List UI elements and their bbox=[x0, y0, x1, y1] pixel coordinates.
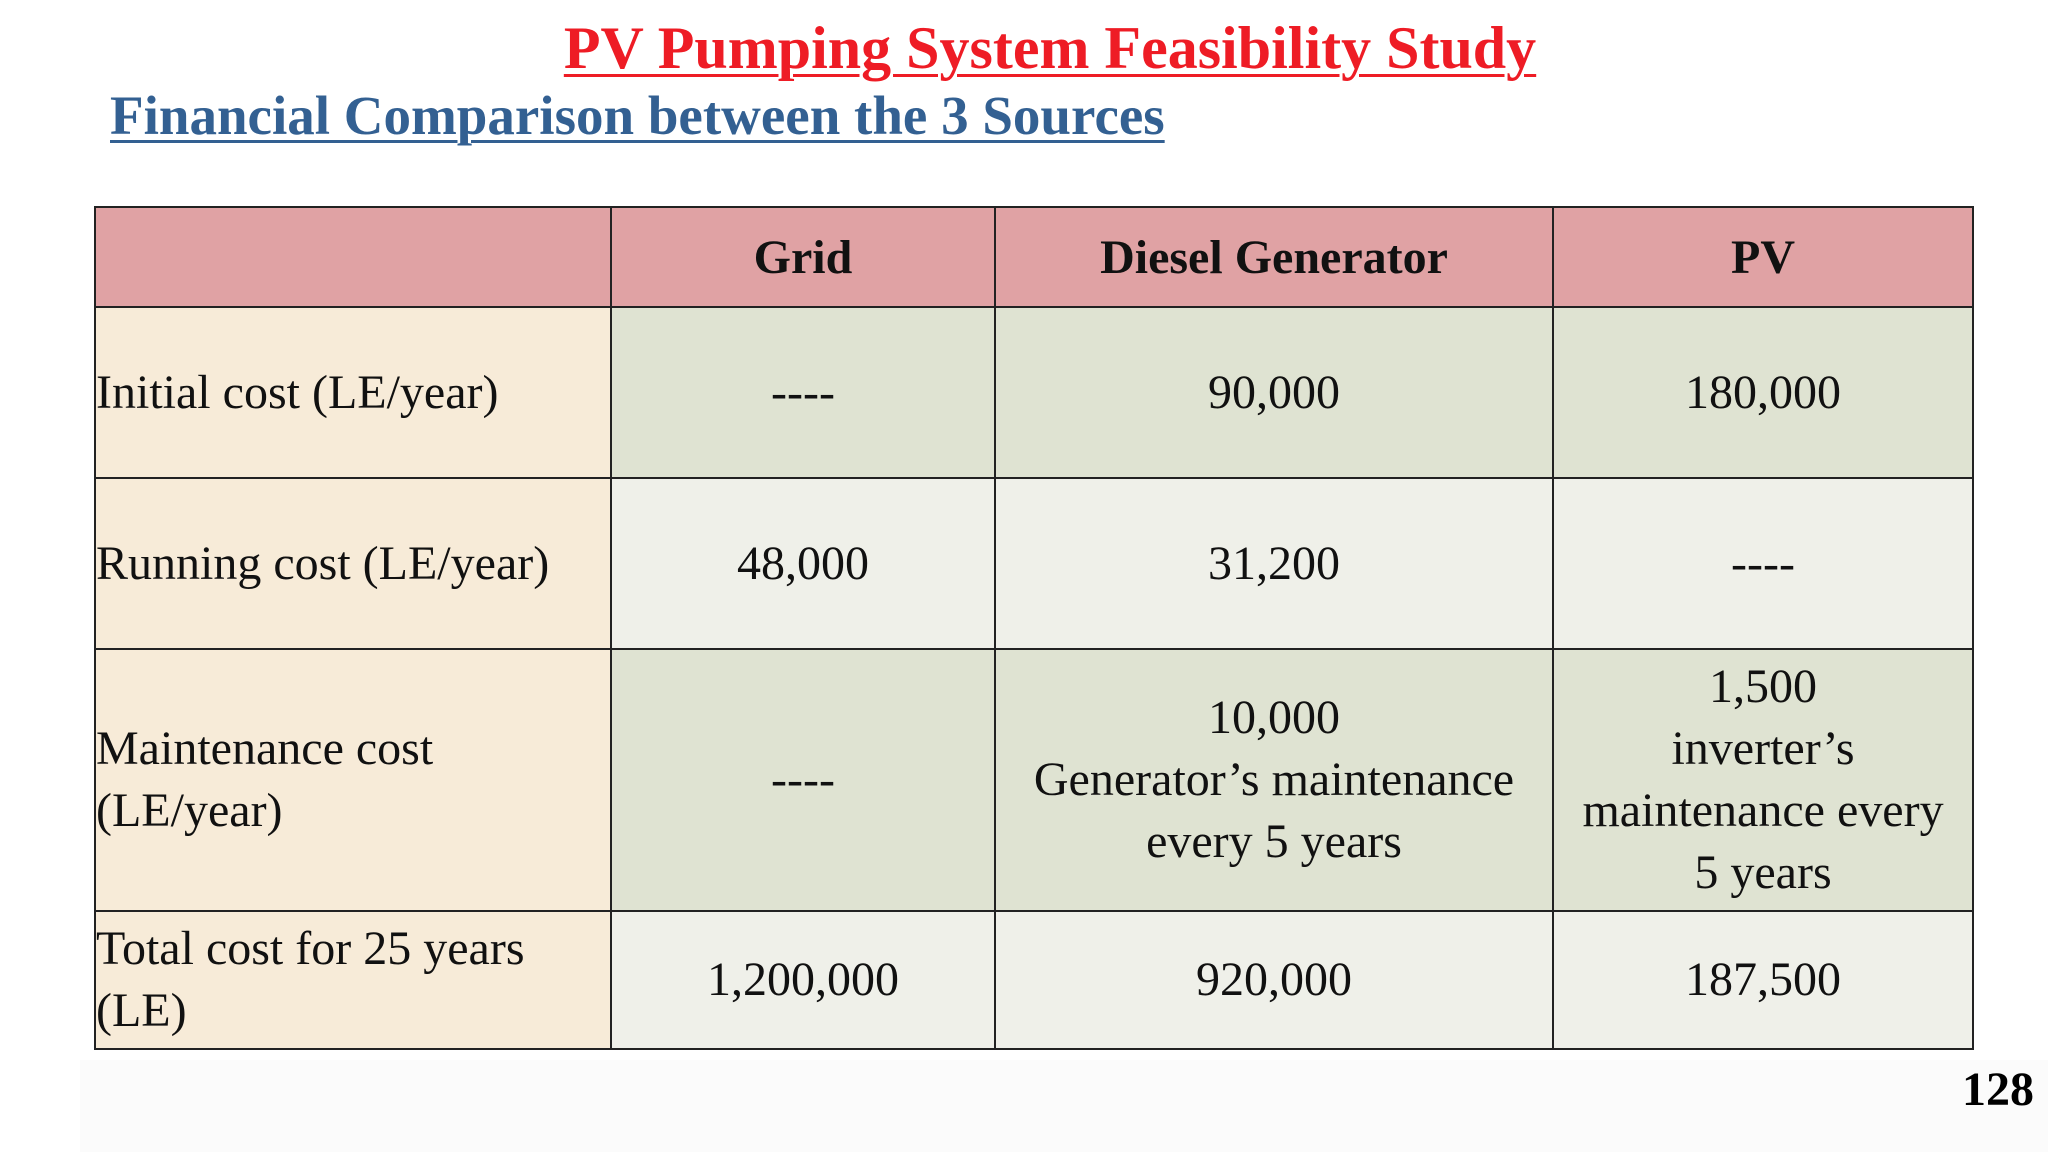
row-label-line: Maintenance cost bbox=[96, 722, 434, 775]
cell-pv-running: ---- bbox=[1552, 477, 1974, 650]
cell-line: every 5 years bbox=[1146, 815, 1402, 868]
row-label-line: Total cost for 25 years bbox=[96, 922, 525, 975]
cell-pv-total: 187,500 bbox=[1552, 910, 1974, 1050]
table-header-row: Grid Diesel Generator PV bbox=[94, 206, 1974, 308]
cell-line: 1,500 bbox=[1709, 660, 1817, 713]
table-row-maintenance-cost: Maintenance cost (LE/year) ---- 10,000 G… bbox=[94, 648, 1974, 912]
table-row-running-cost: Running cost (LE/year) 48,000 31,200 ---… bbox=[94, 477, 1974, 650]
cell-grid-total: 1,200,000 bbox=[610, 910, 996, 1050]
cell-diesel-total: 920,000 bbox=[994, 910, 1554, 1050]
table-row-total-cost: Total cost for 25 years (LE) 1,200,000 9… bbox=[94, 910, 1974, 1050]
header-cell-pv: PV bbox=[1552, 206, 1974, 308]
cell-line: maintenance every bbox=[1582, 784, 1944, 837]
cost-comparison-table: Grid Diesel Generator PV Initial cost (L… bbox=[94, 206, 1974, 1050]
cell-pv-initial: 180,000 bbox=[1552, 306, 1974, 479]
header-cell-grid: Grid bbox=[610, 206, 996, 308]
row-label-line: (LE/year) bbox=[96, 784, 283, 837]
cell-diesel-initial: 90,000 bbox=[994, 306, 1554, 479]
cell-diesel-running: 31,200 bbox=[994, 477, 1554, 650]
row-label-initial-cost: Initial cost (LE/year) bbox=[94, 306, 612, 479]
row-label-running-cost: Running cost (LE/year) bbox=[94, 477, 612, 650]
cell-grid-initial: ---- bbox=[610, 306, 996, 479]
cell-grid-maintenance: ---- bbox=[610, 648, 996, 912]
row-label-total-cost: Total cost for 25 years (LE) bbox=[94, 910, 612, 1050]
cell-line: 5 years bbox=[1694, 846, 1832, 899]
slide-title: PV Pumping System Feasibility Study bbox=[563, 15, 1537, 81]
table-row-initial-cost: Initial cost (LE/year) ---- 90,000 180,0… bbox=[94, 306, 1974, 479]
page-number: 128 bbox=[1962, 1063, 2034, 1116]
slide-footer-band bbox=[80, 1060, 2048, 1152]
cell-diesel-maintenance: 10,000 Generator’s maintenance every 5 y… bbox=[994, 648, 1554, 912]
slide-subtitle: Financial Comparison between the 3 Sourc… bbox=[110, 85, 1165, 146]
header-cell-empty bbox=[94, 206, 612, 308]
cell-line: Generator’s maintenance bbox=[1033, 753, 1515, 806]
row-label-line: (LE) bbox=[96, 984, 187, 1037]
header-cell-diesel: Diesel Generator bbox=[994, 206, 1554, 308]
row-label-maintenance-cost: Maintenance cost (LE/year) bbox=[94, 648, 612, 912]
cell-line: 10,000 bbox=[1208, 691, 1340, 744]
cell-pv-maintenance: 1,500 inverter’s maintenance every 5 yea… bbox=[1552, 648, 1974, 912]
cell-line: inverter’s bbox=[1671, 722, 1855, 775]
cell-grid-running: 48,000 bbox=[610, 477, 996, 650]
